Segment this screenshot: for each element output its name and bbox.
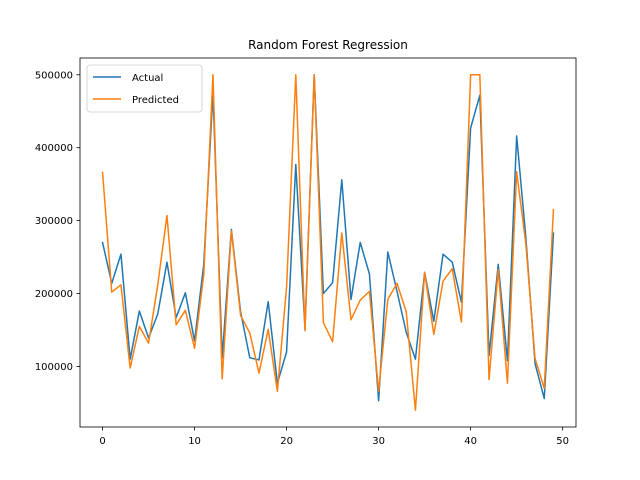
- legend-label-predicted: Predicted: [132, 95, 179, 106]
- x-tick-label: 50: [556, 436, 569, 447]
- y-tick-label: 500000: [35, 70, 73, 81]
- y-tick-label: 300000: [35, 216, 73, 227]
- chart-title: Random Forest Regression: [248, 38, 408, 52]
- legend: Actual Predicted: [86, 64, 203, 113]
- series-line-predicted: [101, 74, 555, 411]
- x-tick-label: 10: [188, 436, 201, 447]
- x-tick-label: 30: [372, 436, 385, 447]
- y-tick-label: 200000: [35, 289, 73, 300]
- x-tick-label: 40: [464, 436, 477, 447]
- y-tick-label: 100000: [35, 362, 73, 373]
- legend-label-actual: Actual: [132, 73, 163, 84]
- series-line-actual: [101, 74, 555, 402]
- x-tick-label: 20: [280, 436, 293, 447]
- x-tick-label: 0: [99, 436, 105, 447]
- y-tick-label: 400000: [35, 143, 73, 154]
- series-layer: [101, 74, 555, 411]
- plot-frame: [79, 57, 577, 428]
- axes-layer: 0 10 20 30 40 50 100000 200000 300000 400000 50000…: [35, 57, 577, 447]
